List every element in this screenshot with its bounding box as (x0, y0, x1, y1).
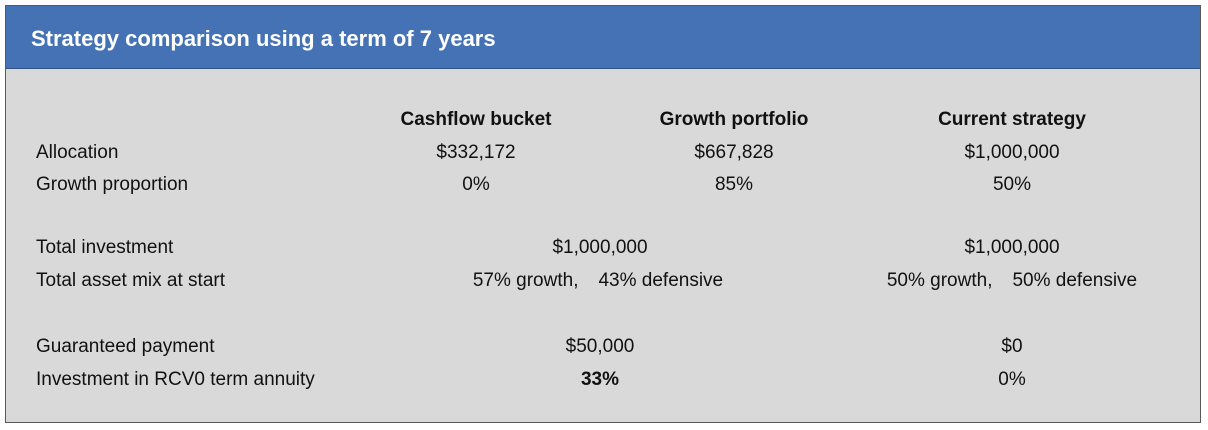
total-asset-mix-combined-growth: 57% growth, (472, 270, 579, 291)
row-label-total-asset-mix: Total asset mix at start (36, 270, 226, 291)
total-investment-current-strategy: $1,000,000 (964, 237, 1060, 258)
growth-proportion-current-strategy: 50% (992, 174, 1032, 195)
total-asset-mix-combined: 57% growth, 43% defensive (473, 270, 723, 292)
row-label-growth-proportion: Growth proportion (36, 174, 189, 195)
total-asset-mix-current-growth: 50% growth, (886, 270, 993, 291)
row-label-total-investment: Total investment (36, 237, 174, 258)
allocation-current-strategy: $1,000,000 (964, 142, 1060, 163)
column-header-cashflow-bucket: Cashflow bucket (400, 109, 552, 130)
row-label-guaranteed-payment: Guaranteed payment (36, 336, 215, 357)
strategy-comparison-panel: Strategy comparison using a term of 7 ye… (5, 5, 1201, 423)
row-label-rcv0-investment: Investment in RCV0 term annuity (36, 369, 315, 390)
total-asset-mix-combined-defensive: 43% defensive (598, 270, 724, 291)
panel-title: Strategy comparison using a term of 7 ye… (31, 26, 496, 51)
guaranteed-payment-current-strategy: $0 (1001, 336, 1023, 357)
rcv0-investment-current-strategy: 0% (998, 369, 1026, 390)
panel-header: Strategy comparison using a term of 7 ye… (6, 6, 1200, 69)
guaranteed-payment-combined: $50,000 (565, 336, 635, 357)
growth-proportion-growth-portfolio: 85% (714, 174, 754, 195)
allocation-cashflow-bucket: $332,172 (436, 142, 516, 163)
rcv0-investment-combined: 33% (580, 369, 620, 390)
total-asset-mix-current: 50% growth, 50% defensive (887, 270, 1137, 292)
column-header-current-strategy: Current strategy (938, 109, 1086, 130)
row-label-allocation: Allocation (36, 142, 119, 163)
column-header-growth-portfolio: Growth portfolio (659, 109, 809, 130)
total-asset-mix-current-defensive: 50% defensive (1012, 270, 1138, 291)
growth-proportion-cashflow-bucket: 0% (462, 174, 490, 195)
total-investment-combined: $1,000,000 (552, 237, 648, 258)
allocation-growth-portfolio: $667,828 (694, 142, 774, 163)
